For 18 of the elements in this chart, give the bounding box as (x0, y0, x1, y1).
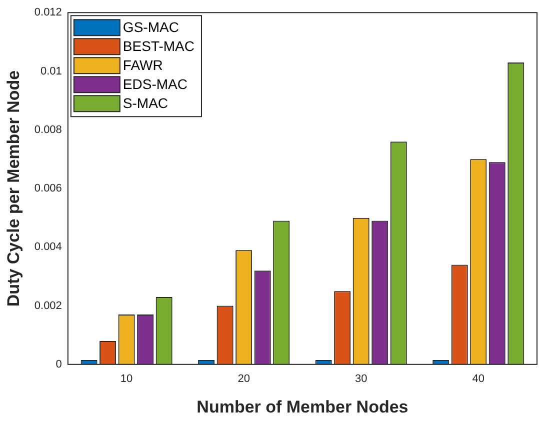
legend-label: EDS-MAC (122, 76, 188, 92)
x-tick-label: 30 (354, 373, 368, 386)
y-tick-label: 0 (56, 358, 62, 370)
legend-label: GS-MAC (122, 18, 179, 35)
y-axis-title: Duty Cycle per Member Node (4, 70, 23, 307)
legend-label: BEST-MAC (122, 38, 195, 54)
legend-label: S-MAC (122, 94, 168, 111)
legend-label: FAWR (122, 56, 163, 73)
y-tick-label: 0.006 (34, 182, 62, 195)
x-tick-label: 40 (472, 373, 484, 386)
x-tick-label: 20 (238, 373, 250, 386)
y-tick-label: 0.008 (34, 124, 62, 136)
y-tick-label: 0.004 (34, 241, 62, 254)
y-tick-label: 0.012 (34, 6, 62, 19)
y-tick-label: 0.002 (34, 300, 62, 312)
x-tick-label: 10 (120, 373, 133, 386)
x-axis-title: Number of Member Nodes (196, 397, 408, 416)
y-tick-label: 0.01 (40, 65, 62, 78)
